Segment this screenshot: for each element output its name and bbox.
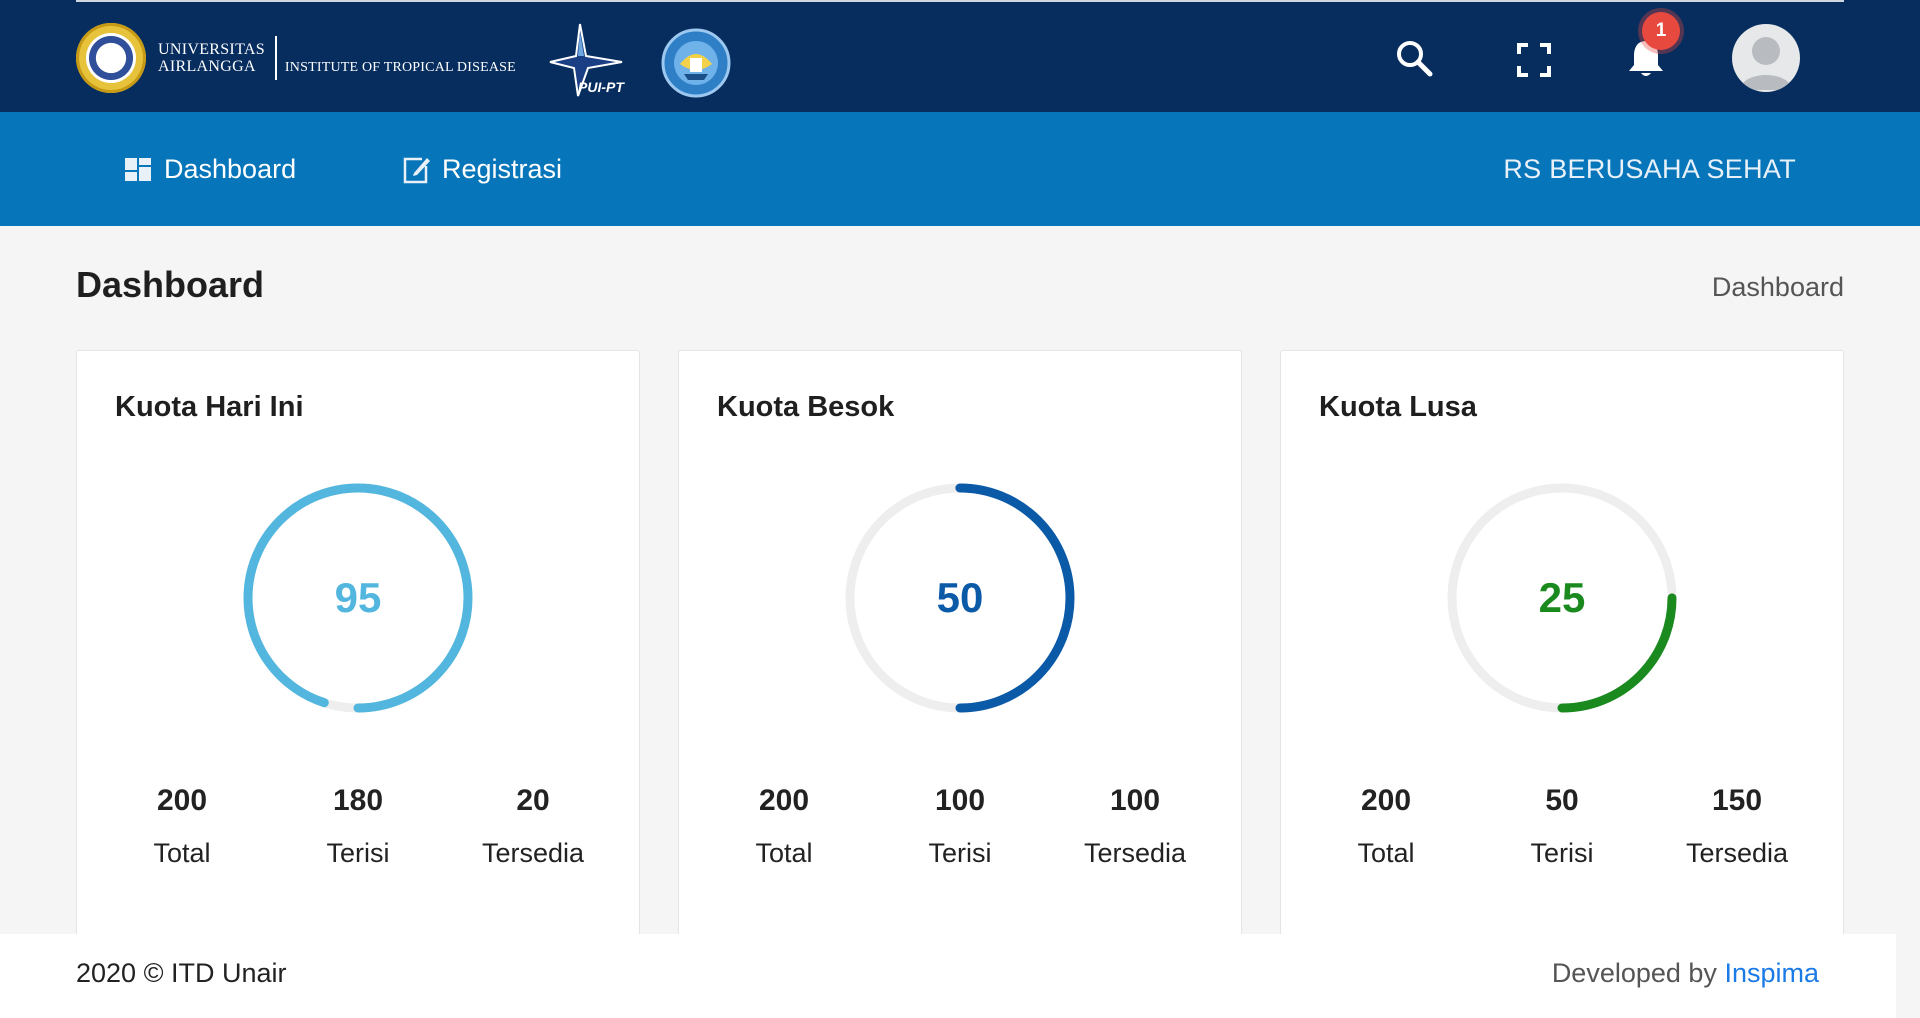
stat-terisi-label: Terisi xyxy=(928,838,992,868)
hospital-name: RS BERUSAHA SEHAT xyxy=(1503,153,1796,184)
stat-terisi: 50 Terisi xyxy=(1472,781,1652,869)
kemdikbud-logo-icon xyxy=(661,28,731,98)
gauge-value: 50 xyxy=(936,574,984,621)
nav-registrasi[interactable]: Registrasi xyxy=(402,112,562,226)
stat-tersedia: 150 Tersedia xyxy=(1647,781,1827,869)
gauge-value: 25 xyxy=(1538,574,1586,621)
stat-tersedia: 20 Tersedia xyxy=(443,781,623,869)
card-title: Kuota Besok xyxy=(717,391,895,423)
stat-terisi-label: Terisi xyxy=(326,838,390,868)
stat-total-label: Total xyxy=(1357,838,1415,868)
stat-tersedia-value: 100 xyxy=(1109,784,1161,817)
stat-terisi-label: Terisi xyxy=(1530,838,1594,868)
stat-total-value: 200 xyxy=(758,784,810,817)
brand-divider xyxy=(274,36,277,80)
quota-card-tomorrow: Kuota Besok 50 200 Total 100 Terisi 100 … xyxy=(678,350,1242,972)
pui-pt-label: PUI-PT xyxy=(578,79,625,95)
footer-copyright: 2020 © ITD Unair xyxy=(76,958,287,988)
card-title: Kuota Hari Ini xyxy=(115,391,304,423)
gauge-value: 95 xyxy=(334,574,382,621)
gauge-progress-arc xyxy=(243,483,473,713)
brand-logo[interactable]: UNIVERSITAS AIRLANGGA INSTITUTE OF TROPI… xyxy=(76,22,516,94)
gauge-progress-arc xyxy=(1447,483,1677,713)
card-title: Kuota Lusa xyxy=(1319,391,1477,423)
edit-icon xyxy=(403,157,430,184)
nav-dashboard[interactable]: Dashboard xyxy=(124,112,296,226)
quota-gauge: 95 xyxy=(241,481,475,715)
footer-developed-by: Developed by xyxy=(1551,958,1717,988)
stat-tersedia-label: Tersedia xyxy=(1083,838,1187,868)
university-name-line1: UNIVERSITAS xyxy=(158,41,265,58)
nav-dashboard-label: Dashboard xyxy=(164,153,297,184)
dashboard-icon xyxy=(125,158,151,181)
stat-total: 200 Total xyxy=(1296,781,1476,869)
stat-total: 200 Total xyxy=(694,781,874,869)
top-header: UNIVERSITAS AIRLANGGA INSTITUTE OF TROPI… xyxy=(0,0,1920,112)
quota-stats: 200 Total 180 Terisi 20 Tersedia xyxy=(77,781,639,901)
quota-gauge: 25 xyxy=(1445,481,1679,715)
university-seal-icon xyxy=(76,23,146,93)
header-top-border xyxy=(76,0,1844,2)
page-gutter xyxy=(1896,934,1920,1018)
nav-registrasi-label: Registrasi xyxy=(442,153,563,184)
stat-terisi-value: 180 xyxy=(332,784,384,817)
quota-gauge: 50 xyxy=(843,481,1077,715)
page-title: Dashboard xyxy=(76,264,265,305)
stat-total-value: 200 xyxy=(1360,784,1412,817)
stat-terisi-value: 50 xyxy=(1545,784,1579,817)
stat-total: 200 Total xyxy=(92,781,272,869)
search-icon[interactable] xyxy=(1394,38,1434,78)
stat-tersedia-label: Tersedia xyxy=(481,838,585,868)
main-navbar: Dashboard Registrasi RS BERUSAHA SEHAT xyxy=(0,112,1920,226)
breadcrumb[interactable]: Dashboard xyxy=(1711,272,1844,302)
footer-developer: Developed by Inspima xyxy=(1552,958,1819,989)
stat-terisi: 100 Terisi xyxy=(870,781,1050,869)
university-name: UNIVERSITAS AIRLANGGA xyxy=(158,41,265,75)
fullscreen-icon[interactable] xyxy=(1516,42,1552,78)
developer-link[interactable]: Inspima xyxy=(1724,958,1819,988)
quota-card-day-after: Kuota Lusa 25 200 Total 50 Terisi 150 Te… xyxy=(1280,350,1844,972)
footer: 2020 © ITD Unair Developed by Inspima xyxy=(0,934,1896,1018)
pui-pt-logo-icon: PUI-PT xyxy=(549,23,625,97)
stat-tersedia-value: 20 xyxy=(516,784,550,817)
stat-tersedia-label: Tersedia xyxy=(1685,838,1789,868)
stat-total-value: 200 xyxy=(156,784,208,817)
stat-tersedia: 100 Tersedia xyxy=(1045,781,1225,869)
university-name-line2: AIRLANGGA xyxy=(158,58,256,75)
stat-total-label: Total xyxy=(153,838,211,868)
quota-stats: 200 Total 50 Terisi 150 Tersedia xyxy=(1281,781,1843,901)
quota-card-today: Kuota Hari Ini 95 200 Total 180 Terisi 2… xyxy=(76,350,640,972)
stat-tersedia-value: 150 xyxy=(1711,784,1763,817)
user-silhouette-icon xyxy=(1740,37,1792,90)
stat-terisi-value: 100 xyxy=(934,784,986,817)
stat-terisi: 180 Terisi xyxy=(268,781,448,869)
notification-badge[interactable]: 1 xyxy=(1642,12,1680,50)
institute-name: INSTITUTE OF TROPICAL DISEASE xyxy=(284,60,516,75)
quota-stats: 200 Total 100 Terisi 100 Tersedia xyxy=(679,781,1241,901)
stat-total-label: Total xyxy=(755,838,813,868)
gauge-progress-arc xyxy=(845,483,1075,713)
user-avatar[interactable] xyxy=(1732,24,1800,92)
